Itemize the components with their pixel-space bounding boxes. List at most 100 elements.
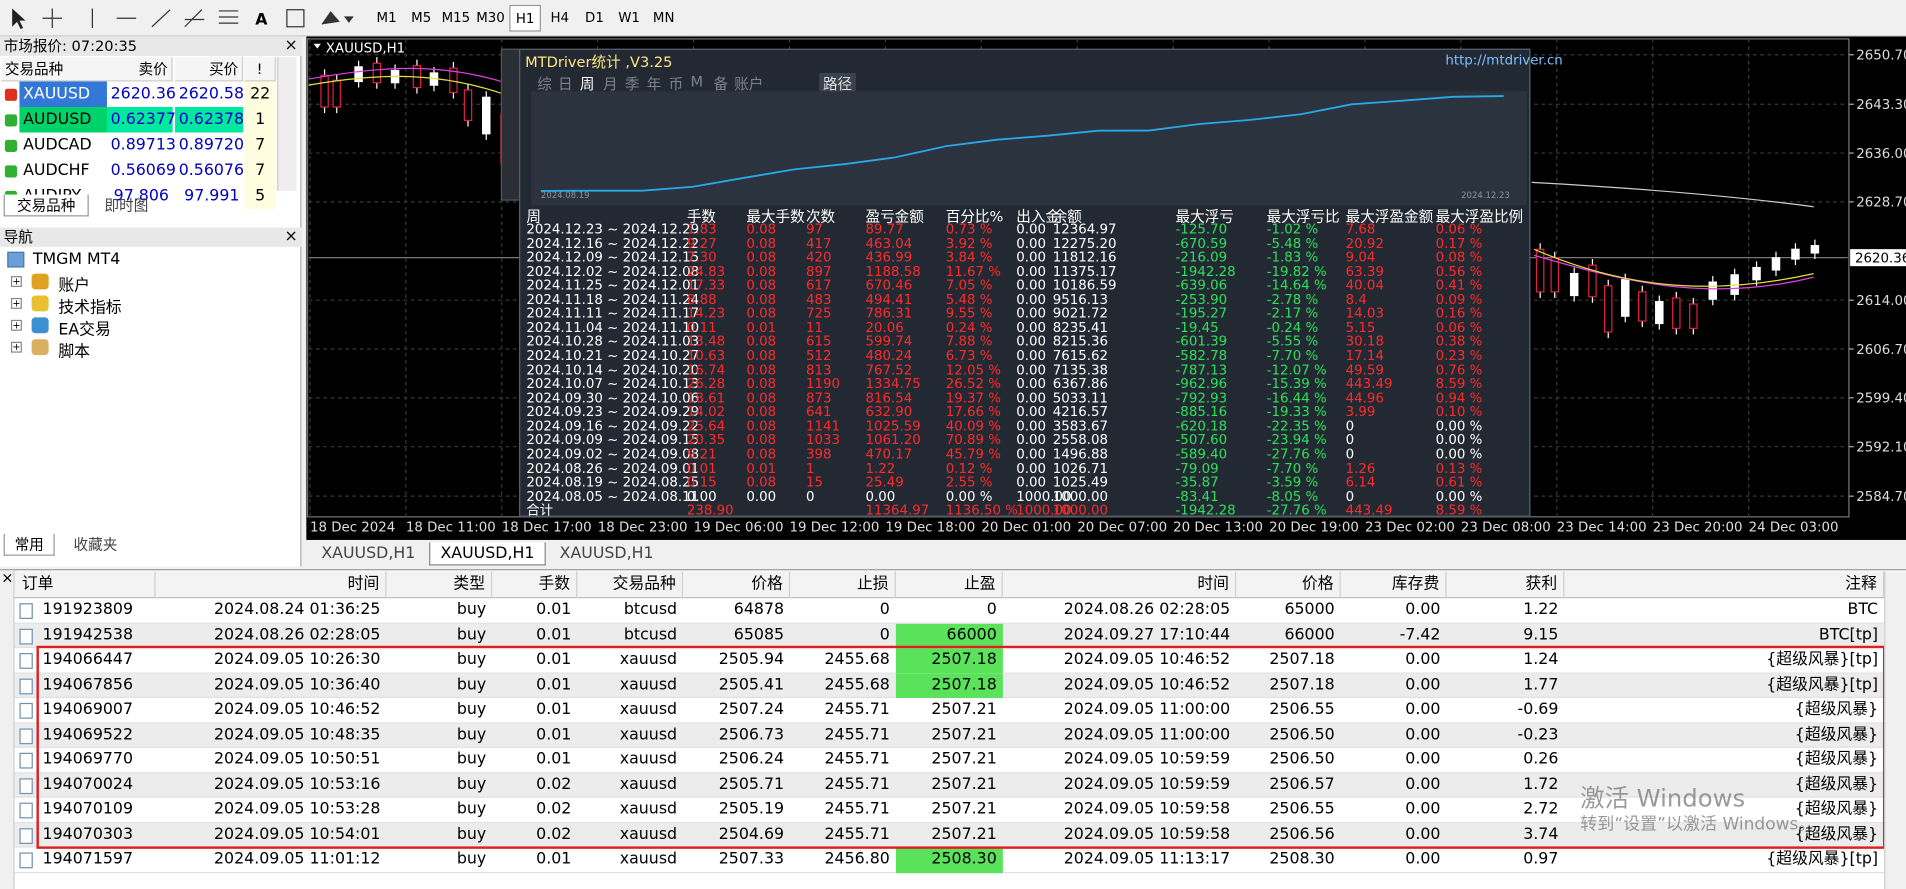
timeframe-button[interactable]: M1 (376, 9, 397, 26)
stats-tab[interactable]: 账户 (734, 75, 764, 93)
stats-cell: 12.05 % (945, 361, 1001, 378)
order-cell: 0.97 (1523, 850, 1559, 869)
stats-cell: 13.48 (686, 333, 726, 350)
stats-cell: 19.37 % (945, 390, 1001, 406)
order-cell: btcusd (623, 625, 678, 644)
order-cell: 0.00 (1405, 700, 1441, 719)
order-icon (19, 852, 33, 869)
panel-tab[interactable]: 即时图 (104, 197, 149, 215)
tree-item[interactable]: 脚本 (58, 342, 90, 362)
timeframe-button[interactable]: D1 (585, 9, 604, 26)
order-icon (19, 802, 33, 819)
order-cell: 2506.57 (1269, 775, 1335, 794)
chart-tab[interactable]: XAUUSD,H1 (429, 542, 546, 566)
candle-body (320, 74, 329, 108)
stats-tab[interactable]: M (690, 72, 704, 90)
order-cell: 194069007 (42, 700, 134, 719)
order-cell: 2507.21 (931, 700, 997, 719)
tree-icon (31, 317, 49, 334)
stats-cell: 26.28 (686, 375, 726, 392)
stats-cell: 420 (805, 249, 832, 266)
tree-item[interactable]: 账户 (58, 277, 90, 296)
path-button[interactable]: 路径 (819, 72, 856, 94)
stats-cell: 6.14 (1345, 474, 1376, 491)
stats-cell: -620.18 (1175, 418, 1228, 434)
candle-body (1689, 303, 1698, 329)
stats-cell: -15.39 % (1266, 375, 1327, 392)
time-label: 18 Dec 2024 (310, 520, 395, 535)
stats-cell: 0.41 % (1435, 277, 1483, 294)
channel-icon (184, 9, 205, 28)
stats-tab[interactable]: 月 (602, 75, 618, 93)
stats-cell: 443.49 (1345, 375, 1393, 392)
quote-cell: 0.89720 (175, 132, 244, 159)
stats-tab[interactable]: 周 (579, 75, 595, 93)
panel-tab[interactable]: 交易品种 (3, 194, 89, 217)
candle-body (354, 66, 363, 83)
tree-icon (31, 295, 49, 312)
timeframe-button[interactable]: H1 (509, 4, 541, 32)
stats-tab[interactable]: 综 (537, 75, 552, 93)
stats-header: 最大浮亏 (1175, 207, 1234, 225)
stats-tab[interactable]: 备 (713, 75, 729, 93)
stats-cell: 463.04 (865, 235, 913, 252)
column-header: 时间 (155, 571, 387, 599)
stats-tab[interactable]: 年 (646, 75, 662, 93)
stats-cell: 470.17 (865, 446, 913, 463)
order-cell: 2455.71 (824, 800, 890, 819)
stats-cell: -19.33 % (1266, 404, 1327, 420)
panel-tab[interactable]: 收藏夹 (73, 536, 118, 554)
order-cell: 194071597 (42, 850, 134, 869)
curve-date: 2024.12.23 (1461, 191, 1510, 201)
stats-cell: -1942.28 (1175, 263, 1236, 280)
tree-item[interactable]: EA交易 (58, 321, 111, 340)
chart-tab[interactable]: XAUUSD,H1 (559, 544, 654, 564)
column-header: 止损 (790, 571, 896, 599)
moving-average (308, 75, 514, 98)
price-label: 2614.00 (1856, 294, 1906, 309)
candle-body (1655, 300, 1664, 325)
order-cell: buy (456, 800, 487, 819)
timeframe-button[interactable]: H4 (550, 9, 570, 26)
column-header: 注释 (1564, 571, 1885, 599)
stats-cell: 0.06 % (1435, 319, 1483, 336)
terminal-strip (0, 570, 15, 889)
toolbar (0, 0, 1906, 37)
order-cell: 65085 (733, 625, 785, 644)
stats-cell: 63.39 (1345, 263, 1384, 280)
stats-cell: 6367.86 (1052, 375, 1109, 392)
chart-tab[interactable]: XAUUSD,H1 (321, 544, 416, 564)
order-cell: 0.02 (536, 825, 572, 844)
stats-cell: 0.23 % (1435, 347, 1483, 364)
panel-tab[interactable]: 常用 (3, 533, 55, 556)
timeframe-button[interactable]: W1 (618, 9, 640, 26)
stats-cell: 0.08 (746, 361, 777, 378)
order-cell: 191942538 (42, 625, 134, 644)
order-cell: 2507.18 (895, 673, 1003, 699)
stats-cell: 26.52 % (945, 375, 1001, 392)
timeframe-button[interactable]: M5 (411, 9, 432, 26)
tree-root: TMGM MT4 (32, 250, 121, 269)
order-cell: xauusd (619, 850, 678, 869)
stats-cell: 2024.12.02 ~ 2024.12.08 (526, 263, 700, 280)
tree-item[interactable]: 技术指标 (58, 299, 122, 318)
order-cell: 2507.18 (1269, 675, 1335, 694)
timeframe-button[interactable]: M15 (441, 9, 471, 26)
stats-header: 最大浮盈金额 (1345, 207, 1434, 225)
stats-header: 最大手数 (746, 207, 805, 225)
stats-tab[interactable]: 季 (624, 75, 640, 93)
stats-cell: 0 (805, 488, 815, 505)
stats-icons (500, 48, 521, 201)
candle-body (1708, 281, 1718, 300)
stats-cell: 0.38 % (1435, 333, 1483, 350)
timeframe-button[interactable]: MN (652, 9, 675, 26)
stats-tab[interactable]: 币 (668, 75, 684, 93)
stats-cell: 0.01 (746, 319, 777, 336)
text-icon: A (255, 9, 268, 28)
timeframe-button[interactable]: M30 (476, 9, 505, 26)
stats-cell: -2.78 % (1266, 291, 1319, 308)
stats-cell: 8215.36 (1052, 333, 1109, 350)
stats-tab[interactable]: 日 (557, 75, 573, 93)
quote-cell: 2620.36 (106, 81, 176, 108)
order-cell: 66000 (1284, 625, 1335, 644)
